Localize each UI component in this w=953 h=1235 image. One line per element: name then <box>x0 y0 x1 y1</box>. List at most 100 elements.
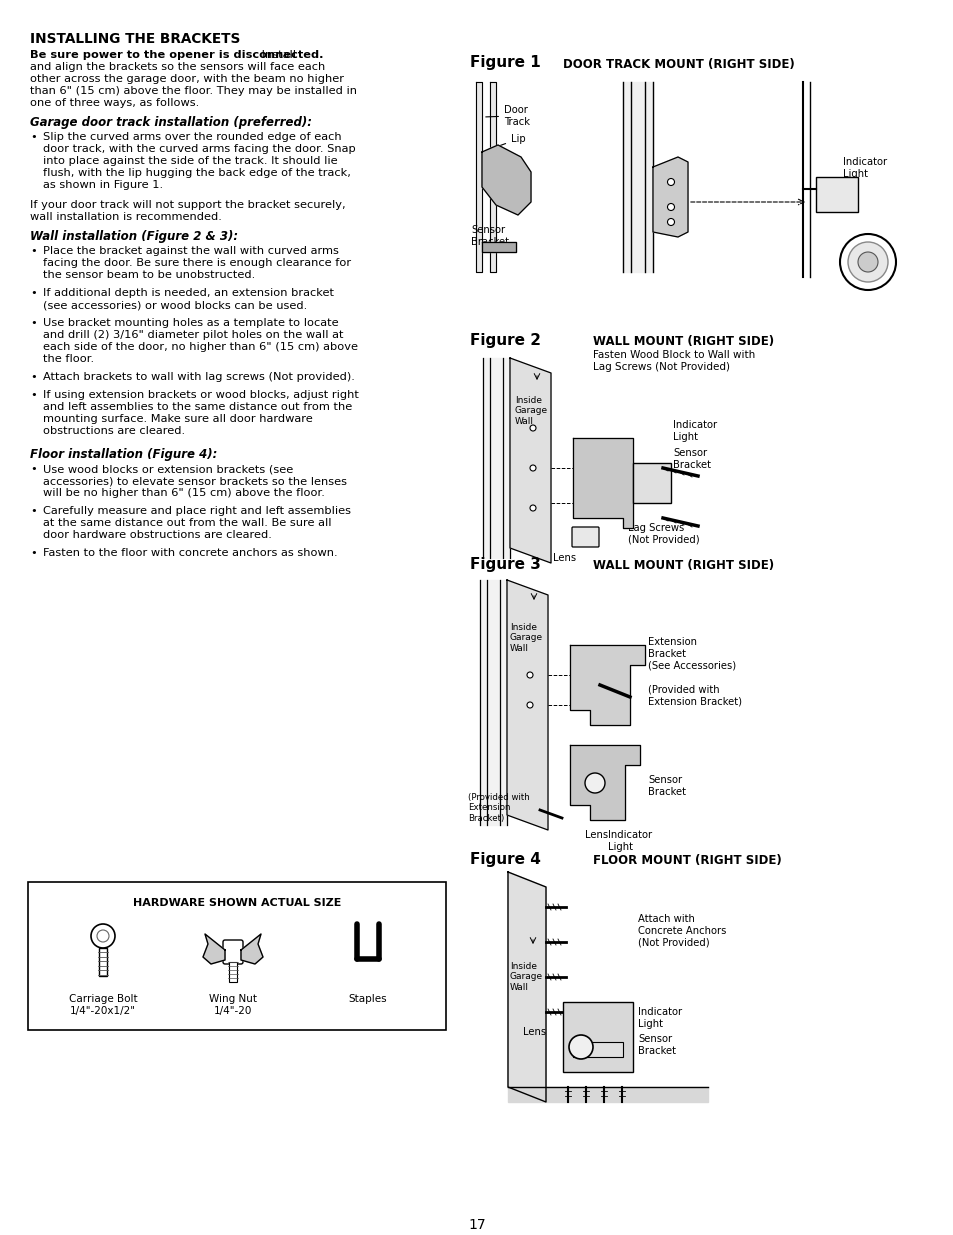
Bar <box>562 1002 633 1072</box>
Text: and drill (2) 3/16" diameter pilot holes on the wall at: and drill (2) 3/16" diameter pilot holes… <box>43 330 343 340</box>
Text: obstructions are cleared.: obstructions are cleared. <box>43 426 185 436</box>
Text: door hardware obstructions are cleared.: door hardware obstructions are cleared. <box>43 530 272 540</box>
Text: Inside
Garage
Wall: Inside Garage Wall <box>515 396 548 426</box>
Text: mounting surface. Make sure all door hardware: mounting surface. Make sure all door har… <box>43 414 313 424</box>
Bar <box>99 948 107 976</box>
Text: Indicator
Light: Indicator Light <box>842 157 886 179</box>
Text: Lip: Lip <box>498 135 525 146</box>
Text: as shown in Figure 1.: as shown in Figure 1. <box>43 180 163 190</box>
FancyBboxPatch shape <box>223 940 243 965</box>
Text: Floor installation (Figure 4):: Floor installation (Figure 4): <box>30 448 217 461</box>
Text: Figure 4: Figure 4 <box>470 852 540 867</box>
Text: Staples: Staples <box>349 994 387 1004</box>
Text: •: • <box>30 372 37 382</box>
Text: Figure 3: Figure 3 <box>470 557 540 572</box>
Circle shape <box>97 930 109 942</box>
Text: Sensor
Bracket: Sensor Bracket <box>647 776 685 797</box>
Text: Attach with
Concrete Anchors
(Not Provided): Attach with Concrete Anchors (Not Provid… <box>638 914 725 947</box>
Text: into place against the side of the track. It should lie: into place against the side of the track… <box>43 156 337 165</box>
Polygon shape <box>507 1087 707 1102</box>
Circle shape <box>91 924 115 948</box>
Polygon shape <box>573 438 633 529</box>
Text: •: • <box>30 132 37 142</box>
Polygon shape <box>569 645 644 725</box>
Text: Carefully measure and place right and left assemblies: Carefully measure and place right and le… <box>43 506 351 516</box>
Polygon shape <box>622 82 652 272</box>
Text: and align the brackets so the sensors will face each: and align the brackets so the sensors wi… <box>30 62 325 72</box>
Circle shape <box>667 179 674 185</box>
Bar <box>633 463 670 503</box>
Text: will be no higher than 6" (15 cm) above the floor.: will be no higher than 6" (15 cm) above … <box>43 488 325 498</box>
Text: Wing Nut
1/4"-20: Wing Nut 1/4"-20 <box>209 994 256 1015</box>
Text: Attach brackets to wall with lag screws (Not provided).: Attach brackets to wall with lag screws … <box>43 372 355 382</box>
Text: (Provided with
Extension Bracket): (Provided with Extension Bracket) <box>647 685 741 706</box>
Circle shape <box>526 701 533 708</box>
Circle shape <box>584 773 604 793</box>
Text: Lag Screws (Not Provided): Lag Screws (Not Provided) <box>593 362 729 372</box>
Polygon shape <box>481 242 516 252</box>
Text: WALL MOUNT (RIGHT SIDE): WALL MOUNT (RIGHT SIDE) <box>593 559 773 572</box>
Text: Fasten to the floor with concrete anchors as shown.: Fasten to the floor with concrete anchor… <box>43 548 337 558</box>
Text: other across the garage door, with the beam no higher: other across the garage door, with the b… <box>30 74 344 84</box>
Text: door track, with the curved arms facing the door. Snap: door track, with the curved arms facing … <box>43 144 355 154</box>
Text: Indicator
Light: Indicator Light <box>607 830 652 852</box>
Text: Lens: Lens <box>584 830 607 840</box>
Polygon shape <box>203 934 225 965</box>
Text: •: • <box>30 548 37 558</box>
Polygon shape <box>507 872 545 1102</box>
Text: Use bracket mounting holes as a template to locate: Use bracket mounting holes as a template… <box>43 317 338 329</box>
Text: Sensor
Bracket: Sensor Bracket <box>638 1034 676 1056</box>
Text: FLOOR MOUNT (RIGHT SIDE): FLOOR MOUNT (RIGHT SIDE) <box>593 853 781 867</box>
Text: (Provided with
Extension
Bracket): (Provided with Extension Bracket) <box>468 793 529 823</box>
Polygon shape <box>476 82 481 272</box>
Bar <box>229 962 236 982</box>
Circle shape <box>840 233 895 290</box>
Text: Figure 2: Figure 2 <box>470 333 540 348</box>
Text: •: • <box>30 246 37 256</box>
Polygon shape <box>241 934 263 965</box>
Text: facing the door. Be sure there is enough clearance for: facing the door. Be sure there is enough… <box>43 258 351 268</box>
Text: Be sure power to the opener is disconnected.: Be sure power to the opener is disconnec… <box>30 49 323 61</box>
Text: If using extension brackets or wood blocks, adjust right: If using extension brackets or wood bloc… <box>43 390 358 400</box>
Text: HARDWARE SHOWN ACTUAL SIZE: HARDWARE SHOWN ACTUAL SIZE <box>132 898 341 908</box>
Text: Lens: Lens <box>522 1028 545 1037</box>
Polygon shape <box>510 358 551 563</box>
Text: Place the bracket against the wall with curved arms: Place the bracket against the wall with … <box>43 246 338 256</box>
Circle shape <box>568 1035 593 1058</box>
Text: and left assemblies to the same distance out from the: and left assemblies to the same distance… <box>43 403 352 412</box>
Text: INSTALLING THE BRACKETS: INSTALLING THE BRACKETS <box>30 32 240 46</box>
Text: wall installation is recommended.: wall installation is recommended. <box>30 212 222 222</box>
Text: Extension
Bracket
(See Accessories): Extension Bracket (See Accessories) <box>647 637 736 671</box>
Bar <box>28 882 446 1030</box>
Polygon shape <box>479 580 506 825</box>
Text: •: • <box>30 506 37 516</box>
Text: Sensor
Bracket: Sensor Bracket <box>672 448 710 469</box>
Polygon shape <box>506 580 547 830</box>
Circle shape <box>530 425 536 431</box>
Text: DOOR TRACK MOUNT (RIGHT SIDE): DOOR TRACK MOUNT (RIGHT SIDE) <box>562 58 794 70</box>
Text: than 6" (15 cm) above the floor. They may be installed in: than 6" (15 cm) above the floor. They ma… <box>30 86 356 96</box>
Text: (see accessories) or wood blocks can be used.: (see accessories) or wood blocks can be … <box>43 300 307 310</box>
Polygon shape <box>569 745 639 820</box>
Text: Indicator
Light: Indicator Light <box>672 420 717 442</box>
Text: Install: Install <box>257 49 295 61</box>
Text: Wall installation (Figure 2 & 3):: Wall installation (Figure 2 & 3): <box>30 230 238 243</box>
Text: one of three ways, as follows.: one of three ways, as follows. <box>30 98 199 107</box>
Text: Fasten Wood Block to Wall with: Fasten Wood Block to Wall with <box>593 350 755 359</box>
Bar <box>573 1042 622 1057</box>
Text: Lens: Lens <box>842 267 865 277</box>
Circle shape <box>857 252 877 272</box>
Text: Carriage Bolt
1/4"-20x1/2": Carriage Bolt 1/4"-20x1/2" <box>69 994 137 1015</box>
Text: Door
Track: Door Track <box>485 105 530 127</box>
Text: Inside
Garage
Wall: Inside Garage Wall <box>510 622 542 653</box>
Text: Use wood blocks or extension brackets (see: Use wood blocks or extension brackets (s… <box>43 464 293 474</box>
Polygon shape <box>482 358 510 558</box>
Text: accessories) to elevate sensor brackets so the lenses: accessories) to elevate sensor brackets … <box>43 475 347 487</box>
Text: •: • <box>30 288 37 298</box>
Text: 17: 17 <box>468 1218 485 1233</box>
Circle shape <box>526 672 533 678</box>
FancyBboxPatch shape <box>572 527 598 547</box>
Text: WALL MOUNT (RIGHT SIDE): WALL MOUNT (RIGHT SIDE) <box>593 335 773 348</box>
Text: If your door track will not support the bracket securely,: If your door track will not support the … <box>30 200 345 210</box>
Text: Lens: Lens <box>553 553 576 563</box>
